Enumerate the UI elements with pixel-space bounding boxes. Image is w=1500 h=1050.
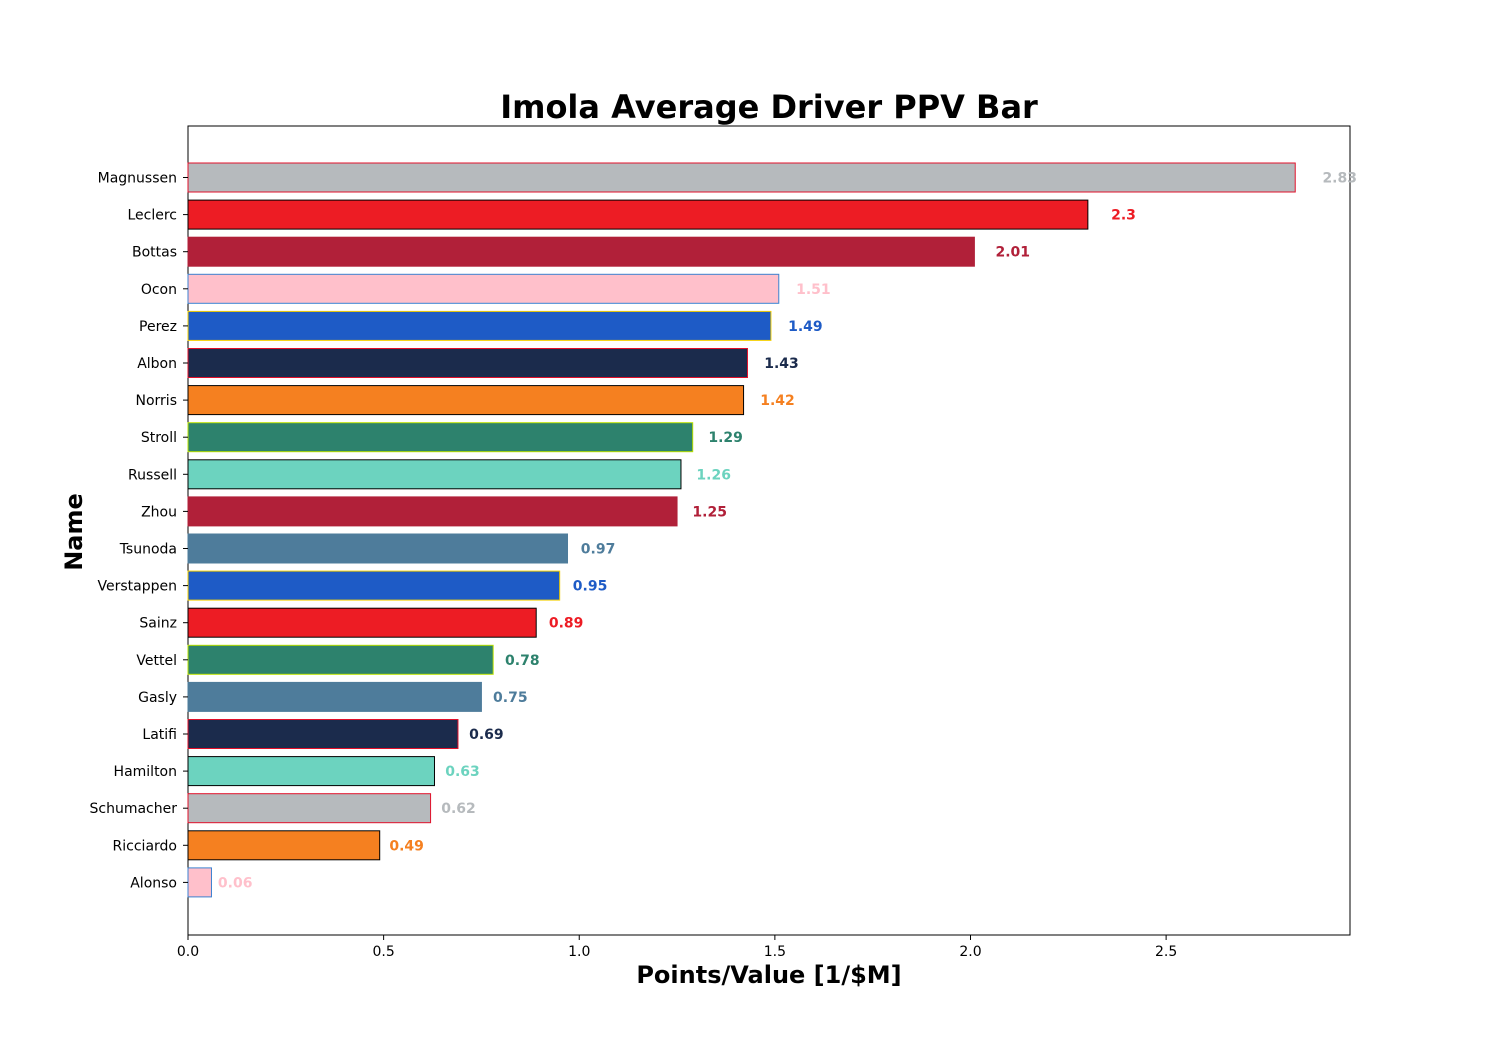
bar-sainz	[187, 607, 537, 638]
bar-bottas	[187, 236, 975, 267]
y-tick-label: Alonso	[130, 875, 177, 891]
bar-vettel	[187, 644, 494, 675]
x-tick-label: 2.0	[959, 944, 981, 960]
bar-latifi	[187, 719, 459, 749]
y-tick-label: Stroll	[141, 430, 177, 446]
y-tick-label: Leclerc	[127, 208, 177, 224]
y-tick-label: Latifi	[142, 727, 177, 743]
y-tick-label: Russell	[128, 467, 177, 483]
chart-title: Imola Average Driver PPV Bar	[500, 88, 1038, 126]
x-tick-label: 1.0	[568, 944, 590, 960]
bar-russell	[187, 459, 682, 490]
value-label: 0.69	[469, 727, 504, 743]
x-tick-label: 0.5	[372, 944, 394, 960]
bar-albon	[187, 348, 748, 378]
value-label: 0.97	[581, 542, 616, 558]
x-tick-label: 0.0	[177, 944, 199, 960]
bar-ocon	[187, 273, 780, 304]
value-label: 1.42	[760, 393, 795, 409]
value-label: 1.25	[692, 504, 727, 520]
bar-stroll	[187, 422, 694, 453]
y-tick-label: Verstappen	[98, 579, 177, 595]
y-tick-label: Perez	[139, 319, 177, 335]
y-tick-label: Magnussen	[98, 171, 177, 187]
y-tick-label: Norris	[136, 393, 178, 409]
value-label: 0.89	[549, 616, 584, 632]
value-label: 2.3	[1111, 208, 1136, 224]
value-label: 2.83	[1322, 171, 1357, 187]
y-tick-labels: Magnussen Leclerc Bottas Ocon Perez Albon Norr…	[90, 171, 188, 891]
y-tick-label: Ricciardo	[113, 838, 177, 854]
bar-leclerc	[187, 199, 1089, 230]
value-label: 1.26	[696, 467, 731, 483]
bar-schumacher	[187, 793, 432, 824]
x-tick-label: 2.5	[1155, 944, 1177, 960]
x-tick-label: 1.5	[764, 944, 786, 960]
bar-alonso	[187, 867, 212, 898]
value-labels: 2.83 2.3 2.01 1.51 1.49 1.43 1.42 1.29 1.26 1.25 0…	[218, 171, 1357, 892]
y-tick-label: Vettel	[136, 653, 177, 669]
value-label: 0.95	[573, 579, 608, 595]
value-label: 1.51	[796, 282, 831, 298]
value-label: 1.29	[708, 430, 743, 446]
x-ticks: 0.0 0.5 1.0 1.5 2.0 2.5	[177, 935, 1177, 960]
bar-norris	[187, 385, 745, 416]
value-label: 0.06	[218, 875, 253, 891]
value-label: 0.62	[441, 801, 476, 817]
y-tick-label: Zhou	[141, 504, 177, 520]
y-tick-label: Bottas	[132, 245, 177, 261]
y-tick-label: Schumacher	[90, 801, 178, 817]
bars-group	[187, 162, 1296, 898]
y-tick-label: Ocon	[141, 282, 177, 298]
y-tick-label: Hamilton	[114, 764, 177, 780]
bar-perez	[187, 310, 772, 341]
bar-gasly	[187, 681, 482, 712]
value-label: 0.63	[445, 764, 480, 780]
bar-magnussen	[187, 162, 1296, 193]
bar-tsunoda	[187, 533, 569, 564]
value-label: 0.78	[505, 653, 540, 669]
y-tick-label: Albon	[137, 356, 177, 372]
bar-verstappen	[187, 570, 561, 601]
bar-ricciardo	[187, 830, 381, 861]
y-tick-label: Gasly	[138, 690, 177, 706]
value-label: 1.49	[788, 319, 823, 335]
y-tick-label: Tsunoda	[119, 542, 177, 558]
value-label: 0.49	[389, 838, 424, 854]
bar-zhou	[187, 496, 678, 527]
bar-hamilton	[187, 756, 435, 787]
y-tick-label: Sainz	[139, 616, 177, 632]
x-axis-label: Points/Value [1/$M]	[636, 961, 901, 989]
value-label: 1.43	[764, 356, 799, 372]
y-axis-label: Name	[60, 493, 88, 571]
value-label: 0.75	[493, 690, 528, 706]
plot-area	[187, 125, 1351, 936]
value-label: 2.01	[995, 245, 1030, 261]
